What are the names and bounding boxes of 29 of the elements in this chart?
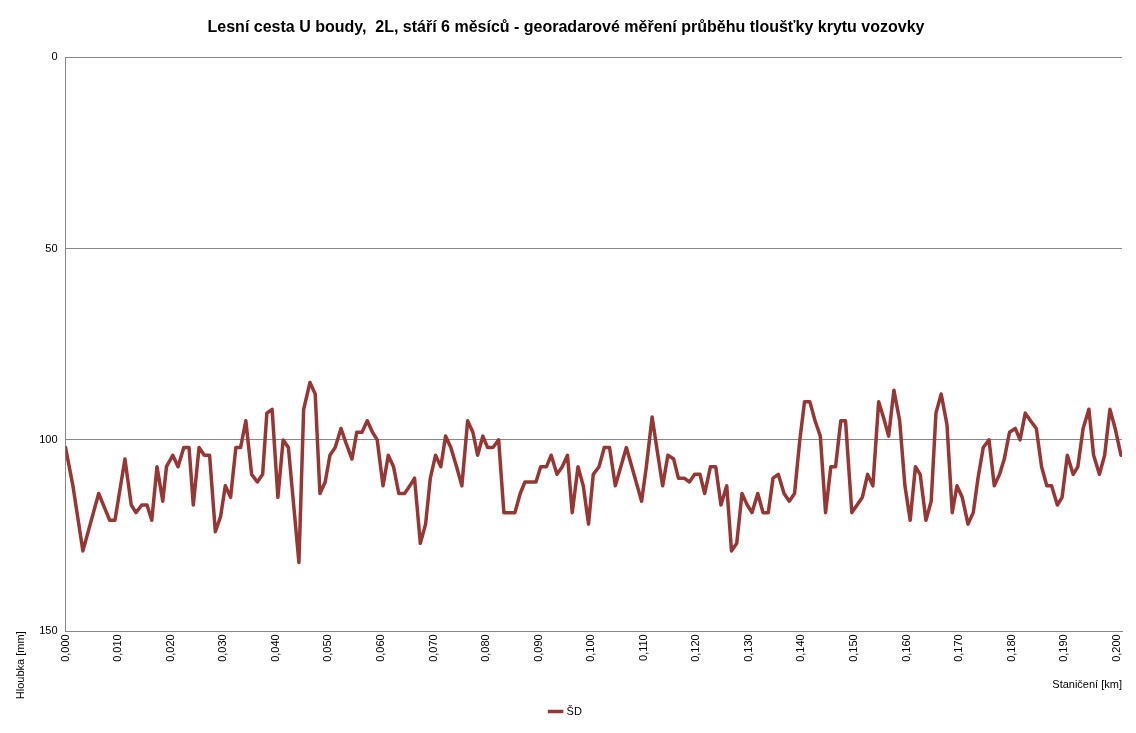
x-axis-title: Staničení [km] [1052, 678, 1122, 691]
x-tick-label: 0,050 [321, 634, 334, 662]
y-tick-label: 50 [45, 241, 58, 254]
x-tick-label: 0,150 [846, 634, 859, 662]
x-tick-label: 0,040 [268, 634, 281, 662]
x-tick-label: 0,060 [373, 634, 386, 662]
legend-label: ŠD [566, 704, 582, 717]
x-tick-label: 0,130 [741, 634, 754, 662]
x-tick-label: 0,100 [584, 634, 597, 662]
x-tick-label: 0,080 [479, 634, 492, 662]
x-tick-label: 0,120 [689, 634, 702, 662]
x-tick-label: 0,010 [111, 634, 124, 662]
y-tick-label: 150 [39, 624, 58, 637]
x-tick-label: 0,000 [58, 634, 71, 662]
chart-title: Lesní cesta U boudy, 2L, stáří 6 měsíců - georadarové měření průběhu tloušťky krytu vozovky [207, 18, 925, 36]
y-tick-label: 100 [39, 432, 58, 445]
x-tick-label: 0,110 [636, 634, 649, 661]
x-tick-label: 0,160 [899, 634, 912, 662]
y-axis-title: Hloubka [mm] [13, 631, 26, 700]
x-tick-label: 0,030 [216, 634, 229, 662]
y-tick-label: 0 [51, 50, 58, 63]
x-tick-label: 0,070 [426, 634, 439, 662]
x-tick-label: 0,180 [1004, 634, 1017, 662]
x-tick-label: 0,140 [794, 634, 807, 662]
x-tick-label: 0,090 [531, 634, 544, 662]
x-tick-label: 0,020 [163, 634, 176, 662]
x-tick-label: 0,170 [952, 634, 965, 662]
x-tick-label: 0,190 [1057, 634, 1070, 662]
x-tick-label: 0,200 [1109, 634, 1122, 662]
